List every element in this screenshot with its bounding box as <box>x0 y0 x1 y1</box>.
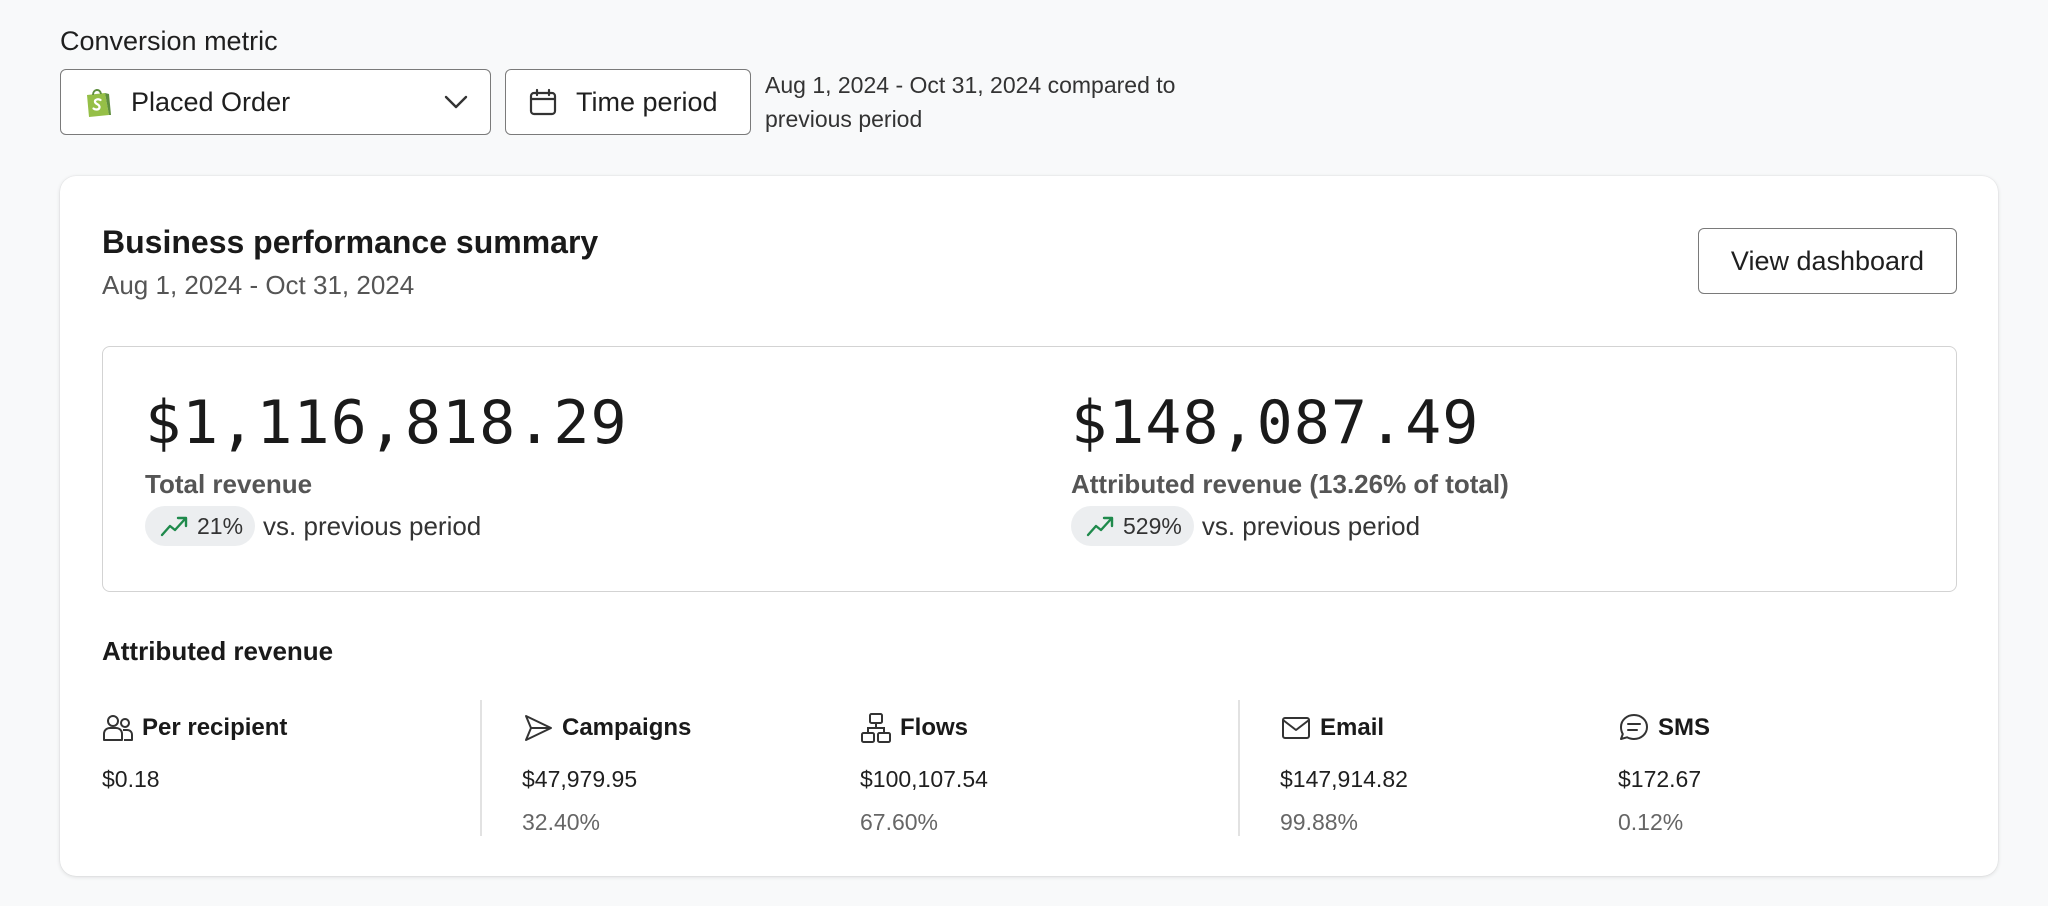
change-suffix: vs. previous period <box>1201 510 1421 541</box>
business-performance-card: Business performance summary Aug 1, 2024… <box>60 176 1998 876</box>
change-suffix: vs. previous period <box>263 510 482 541</box>
calendar-icon <box>529 88 557 116</box>
attributed-revenue-stat: $148,087.49 Attributed revenue (13.26% o… <box>1071 387 1509 546</box>
change-percent: 529% <box>1123 512 1182 539</box>
card-title: Business performance summary <box>102 224 599 260</box>
time-period-description: Aug 1, 2024 - Oct 31, 2024 compared to p… <box>765 72 1176 132</box>
metric-campaigns: Campaigns $47,979.95 32.40% <box>522 712 691 836</box>
change-pill: 21% <box>145 506 256 546</box>
total-revenue-label: Total revenue <box>145 469 313 499</box>
attributed-revenue-label: Attributed revenue (13.26% of total) <box>1071 469 1509 499</box>
change-percent: 21% <box>197 512 244 539</box>
card-date-range: Aug 1, 2024 - Oct 31, 2024 <box>102 270 415 300</box>
chevron-down-icon <box>444 95 468 109</box>
total-revenue-stat: $1,116,818.29 Total revenue 21% vs. prev… <box>145 387 628 546</box>
shopify-bag-icon <box>87 89 111 117</box>
users-icon <box>103 715 133 741</box>
metric-value: $172.67 <box>1618 766 1702 792</box>
metric-percent: 32.40% <box>522 809 601 835</box>
metric-value: $147,914.82 <box>1280 766 1408 792</box>
metric-name: Email <box>1320 714 1385 741</box>
trend-up-icon <box>1086 516 1114 537</box>
metric-name: SMS <box>1658 714 1711 741</box>
send-icon <box>525 715 552 741</box>
metric-per-recipient: Per recipient $0.18 <box>102 712 287 793</box>
attributed-revenue-value: $148,087.49 <box>1071 388 1480 458</box>
metric-value: $0.18 <box>102 766 160 792</box>
metric-name: Flows <box>900 714 969 741</box>
change-pill: 529% <box>1071 506 1194 546</box>
total-revenue-change: 21% vs. previous period <box>145 506 628 546</box>
metric-value: $47,979.95 <box>522 766 638 792</box>
time-period-button[interactable]: Time period <box>505 69 751 135</box>
metric-value: $100,107.54 <box>860 766 988 792</box>
metric-email: Email $147,914.82 99.88% <box>1280 712 1408 836</box>
flow-icon <box>861 713 891 743</box>
metric-sms: SMS $172.67 0.12% <box>1618 712 1710 836</box>
metric-percent: 67.60% <box>860 809 939 835</box>
conversion-metric-select[interactable]: Placed Order <box>60 69 491 135</box>
metric-percent: 99.88% <box>1280 809 1359 835</box>
conversion-metric-label: Conversion metric <box>60 26 278 56</box>
time-period-label: Time period <box>576 86 718 117</box>
total-revenue-value: $1,116,818.29 <box>145 388 628 458</box>
metric-name: Campaigns <box>562 714 692 741</box>
message-icon <box>1620 714 1648 740</box>
metric-percent: 0.12% <box>1618 809 1684 835</box>
trend-up-icon <box>160 516 188 537</box>
metric-flows: Flows $100,107.54 67.60% <box>860 712 988 836</box>
controls-row: Placed Order Time period Aug 1, 2024 - O… <box>60 68 1235 136</box>
revenue-stats-box: $1,116,818.29 Total revenue 21% vs. prev… <box>102 346 1957 592</box>
view-dashboard-button[interactable]: View dashboard <box>1698 228 1957 294</box>
attributed-revenue-change: 529% vs. previous period <box>1071 506 1509 546</box>
conversion-metric-value: Placed Order <box>131 86 291 117</box>
metric-name: Per recipient <box>142 714 288 741</box>
mail-icon <box>1282 717 1310 739</box>
attributed-revenue-title: Attributed revenue <box>102 636 334 666</box>
metric-divider <box>480 700 482 836</box>
metric-divider <box>1238 700 1240 836</box>
